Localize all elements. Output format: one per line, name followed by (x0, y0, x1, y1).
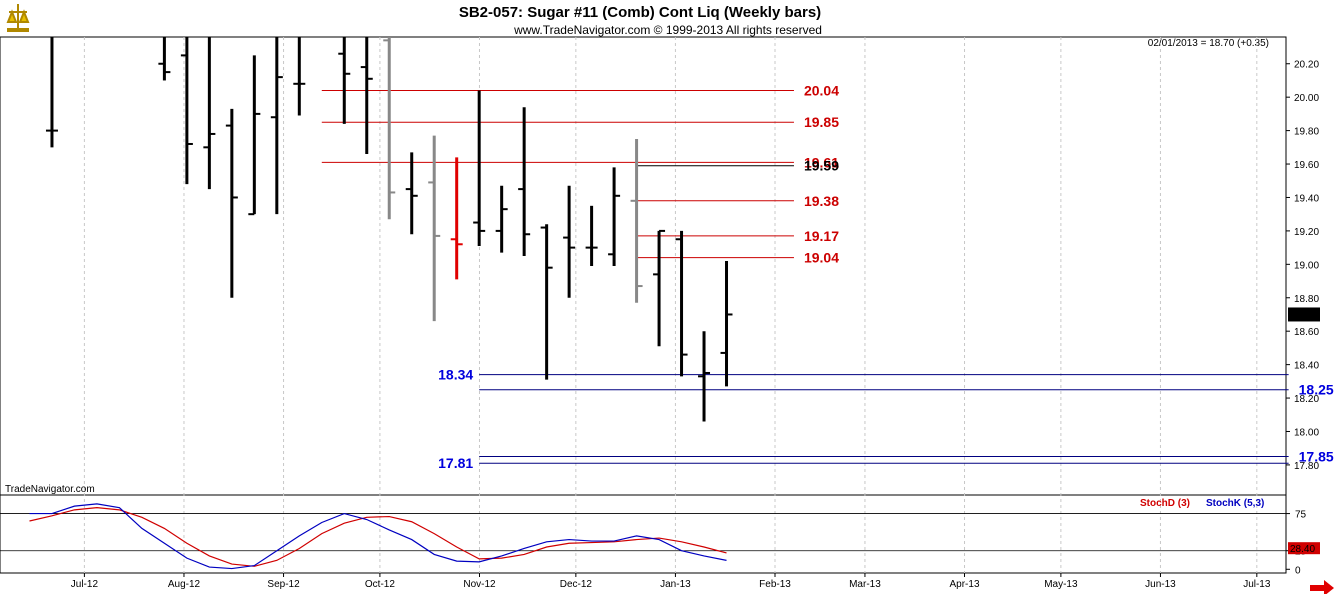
last-quote: 02/01/2013 = 18.70 (+0.35) (1148, 38, 1269, 49)
legend-stoch-d: StochD (3) (1140, 498, 1190, 509)
date-tick-label: Jul-13 (1243, 579, 1271, 590)
price-axis: 20.20 20.00 19.80 19.60 19.40 19.20 19.00 18.80… (1286, 60, 1319, 472)
price-bars (45, 37, 733, 422)
date-tick-label: Aug-12 (168, 579, 201, 590)
date-tick-label: Jun-13 (1145, 579, 1176, 590)
stoch-tick-label: 75 (1295, 510, 1307, 521)
last-price-box (1288, 307, 1320, 322)
price-tick-label: 19.40 (1294, 193, 1319, 204)
main-plot-border (0, 36, 1287, 496)
price-tick-label: 19.00 (1294, 260, 1319, 271)
price-tick-label: 18.20 (1294, 394, 1319, 405)
date-axis[interactable]: Jul-12 Aug-12 Sep-12 Oct-12 Nov-12 Dec-12 Jan-… (71, 573, 1271, 590)
stochastic-panel: 28.40 (29, 503, 1320, 570)
date-tick-label: Sep-12 (267, 579, 300, 590)
date-tick-label: Jul-12 (71, 579, 99, 590)
date-tick-label: Feb-13 (759, 579, 791, 590)
level-label: 19.38 (804, 193, 839, 209)
last-price-label: 18.70 (1290, 310, 1315, 321)
level-label: 19.85 (804, 114, 839, 130)
stoch-axis: 75250 (0, 510, 1307, 576)
stoch-d-line (29, 507, 727, 567)
price-tick-label: 20.20 (1294, 60, 1319, 71)
copyright-text: www.TradeNavigator.com © 1999-2013 All r… (513, 23, 822, 37)
stoch-tick-label: 0 (1295, 565, 1301, 576)
legend-stoch-k: StochK (5,3) (1206, 498, 1264, 509)
date-tick-label: Apr-13 (950, 579, 980, 590)
level-label: 20.04 (804, 82, 839, 98)
stoch-plot-border (0, 494, 1287, 574)
price-tick-label: 19.80 (1294, 127, 1319, 138)
logo-icon[interactable] (6, 4, 30, 32)
stoch-last-label: 28.40 (1290, 544, 1315, 555)
level-label: 19.61 (804, 154, 839, 170)
price-tick-label: 18.40 (1294, 361, 1319, 372)
price-tick-label: 19.60 (1294, 160, 1319, 171)
price-tick-label: 17.80 (1294, 461, 1319, 472)
price-tick-label: 18.60 (1294, 327, 1319, 338)
date-tick-label: Nov-12 (463, 579, 496, 590)
level-label: 19.59 (804, 158, 839, 174)
price-tick-label: 20.00 (1294, 93, 1319, 104)
date-tick-label: Oct-12 (365, 579, 395, 590)
price-tick-label: 19.20 (1294, 227, 1319, 238)
price-tick-label: 18.00 (1294, 427, 1319, 438)
scroll-right-arrow-icon[interactable] (1310, 580, 1334, 594)
date-tick-label: Jan-13 (660, 579, 691, 590)
stoch-k-line (29, 503, 727, 570)
level-label: 19.17 (804, 228, 839, 244)
price-tick-label: 18.80 (1294, 294, 1319, 305)
level-label: 17.81 (438, 455, 473, 471)
level-label: 18.25 (1299, 382, 1334, 398)
date-tick-label: Dec-12 (560, 579, 593, 590)
grid (83, 37, 1258, 573)
last-price-marker: 18.70 (1288, 307, 1320, 322)
stoch-last-box (1288, 542, 1320, 555)
chart-title: SB2-057: Sugar #11 (Comb) Cont Liq (Week… (459, 4, 821, 21)
level-label: 19.04 (804, 250, 839, 266)
level-label: 17.85 (1299, 449, 1334, 465)
watermark: TradeNavigator.com (5, 484, 95, 495)
date-tick-label: May-13 (1044, 579, 1078, 590)
level-label: 18.34 (438, 367, 473, 383)
date-tick-label: Mar-13 (849, 579, 881, 590)
